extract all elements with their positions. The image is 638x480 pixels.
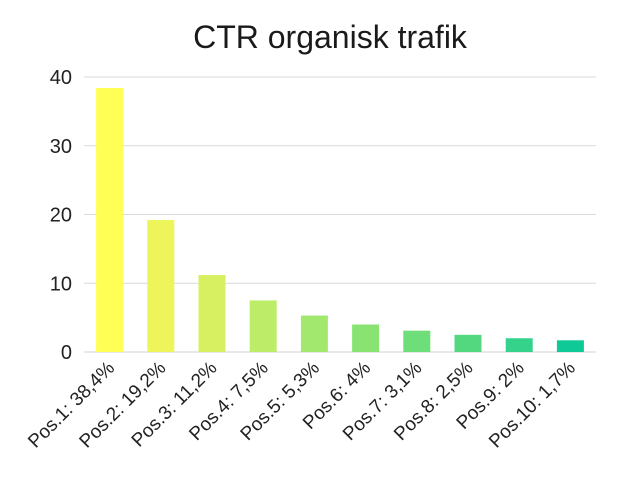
y-tick-label-30: 30	[50, 136, 72, 158]
bar-6	[352, 324, 380, 352]
bar-5	[300, 315, 328, 352]
bar-10	[556, 340, 584, 352]
y-tick-label-40: 40	[50, 67, 72, 89]
bar-1	[96, 88, 124, 352]
y-tick-label-10: 10	[50, 273, 72, 295]
bar-4	[249, 300, 277, 352]
x-axis-ticks: Pos.1: 38,4%Pos.2: 19,2%Pos.3: 11,2%Pos.…	[24, 358, 580, 453]
bar-8	[454, 334, 482, 352]
y-tick-label-0: 0	[61, 342, 72, 364]
bars	[96, 88, 584, 352]
y-axis-ticks: 0 10 20 30 40	[50, 67, 72, 364]
chart-title: CTR organisk trafik	[193, 19, 468, 55]
bar-2	[147, 220, 175, 352]
bar-3	[198, 275, 226, 352]
bar-7	[403, 330, 431, 352]
y-tick-label-20: 20	[50, 205, 72, 227]
bar-9	[505, 338, 533, 352]
x-tick-label-1: Pos.1: 38,4%	[24, 358, 119, 453]
